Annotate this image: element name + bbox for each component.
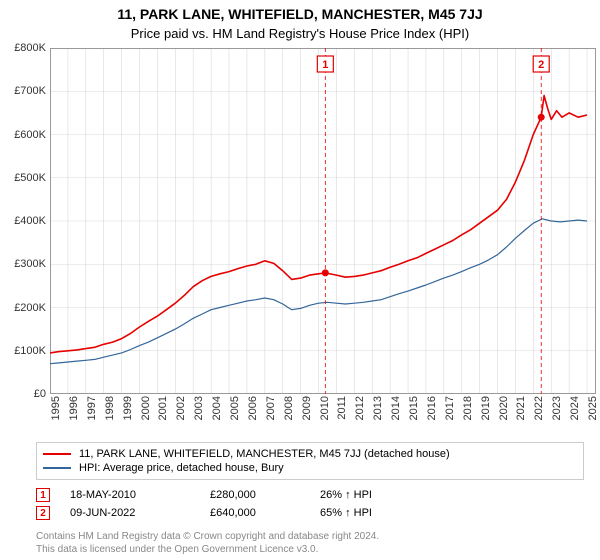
x-tick-label: 2010 — [319, 396, 331, 420]
x-tick-label: 2019 — [480, 396, 492, 420]
legend-label: 11, PARK LANE, WHITEFIELD, MANCHESTER, M… — [79, 448, 450, 460]
transaction-row: 1 18-MAY-2010 £280,000 26% ↑ HPI — [36, 486, 584, 504]
x-tick-label: 2023 — [551, 396, 563, 420]
x-tick-label: 2011 — [336, 396, 348, 420]
page-title: 11, PARK LANE, WHITEFIELD, MANCHESTER, M… — [0, 0, 600, 22]
y-tick-label: £400K — [14, 215, 46, 227]
transaction-pct: 65% ↑ HPI — [320, 507, 430, 519]
legend: 11, PARK LANE, WHITEFIELD, MANCHESTER, M… — [36, 442, 584, 480]
transaction-marker-box: 1 — [36, 488, 50, 502]
footer-attribution: Contains HM Land Registry data © Crown c… — [36, 531, 584, 556]
y-tick-label: £200K — [14, 302, 46, 314]
svg-text:2: 2 — [538, 59, 544, 71]
footer-line: This data is licensed under the Open Gov… — [36, 544, 584, 557]
x-tick-label: 2024 — [569, 396, 581, 420]
legend-row: HPI: Average price, detached house, Bury — [43, 461, 577, 475]
legend-swatch — [43, 453, 71, 455]
plot-svg: 12 — [50, 48, 596, 394]
x-tick-label: 2007 — [265, 396, 277, 420]
x-tick-label: 2006 — [247, 396, 259, 420]
x-tick-label: 2008 — [283, 396, 295, 420]
x-tick-label: 2021 — [515, 396, 527, 420]
transaction-date: 18-MAY-2010 — [70, 489, 190, 501]
x-tick-label: 2017 — [444, 396, 456, 420]
footer-line: Contains HM Land Registry data © Crown c… — [36, 531, 584, 544]
plot-area: 12 — [50, 48, 596, 394]
x-tick-label: 1997 — [86, 396, 98, 420]
y-tick-label: £600K — [14, 129, 46, 141]
x-tick-label: 1995 — [50, 396, 62, 420]
x-tick-label: 2001 — [157, 396, 169, 420]
y-tick-label: £800K — [14, 42, 46, 54]
x-tick-label: 2014 — [390, 396, 402, 420]
transaction-row: 2 09-JUN-2022 £640,000 65% ↑ HPI — [36, 504, 584, 522]
x-axis-labels: 1995199619971998199920002001200220032004… — [50, 396, 596, 414]
x-tick-label: 1996 — [68, 396, 80, 420]
x-tick-label: 2012 — [354, 396, 366, 420]
x-tick-label: 2004 — [211, 396, 223, 420]
x-tick-label: 2000 — [140, 396, 152, 420]
transactions-table: 1 18-MAY-2010 £280,000 26% ↑ HPI 2 09-JUN-202… — [36, 486, 584, 522]
x-tick-label: 2016 — [426, 396, 438, 420]
transaction-marker-box: 2 — [36, 506, 50, 520]
transaction-pct: 26% ↑ HPI — [320, 489, 430, 501]
x-tick-label: 2002 — [175, 396, 187, 420]
page-subtitle: Price paid vs. HM Land Registry's House … — [0, 22, 600, 49]
x-tick-label: 2025 — [587, 396, 599, 420]
legend-label: HPI: Average price, detached house, Bury — [79, 462, 284, 474]
x-tick-label: 2015 — [408, 396, 420, 420]
svg-text:1: 1 — [322, 59, 328, 71]
transaction-price: £280,000 — [210, 489, 300, 501]
transaction-price: £640,000 — [210, 507, 300, 519]
x-tick-label: 2003 — [193, 396, 205, 420]
legend-swatch — [43, 467, 71, 469]
x-tick-label: 2018 — [462, 396, 474, 420]
chart: £0£100K£200K£300K£400K£500K£600K£700K£80… — [4, 48, 596, 418]
x-tick-label: 1998 — [104, 396, 116, 420]
y-tick-label: £700K — [14, 85, 46, 97]
x-tick-label: 1999 — [122, 396, 134, 420]
x-tick-label: 2005 — [229, 396, 241, 420]
legend-row: 11, PARK LANE, WHITEFIELD, MANCHESTER, M… — [43, 447, 577, 461]
y-tick-label: £300K — [14, 258, 46, 270]
y-tick-label: £500K — [14, 172, 46, 184]
y-tick-label: £0 — [34, 388, 46, 400]
x-tick-label: 2009 — [301, 396, 313, 420]
y-tick-label: £100K — [14, 345, 46, 357]
x-tick-label: 2020 — [498, 396, 510, 420]
transaction-date: 09-JUN-2022 — [70, 507, 190, 519]
y-axis-labels: £0£100K£200K£300K£400K£500K£600K£700K£80… — [4, 48, 48, 394]
x-tick-label: 2022 — [533, 396, 545, 420]
x-tick-label: 2013 — [372, 396, 384, 420]
